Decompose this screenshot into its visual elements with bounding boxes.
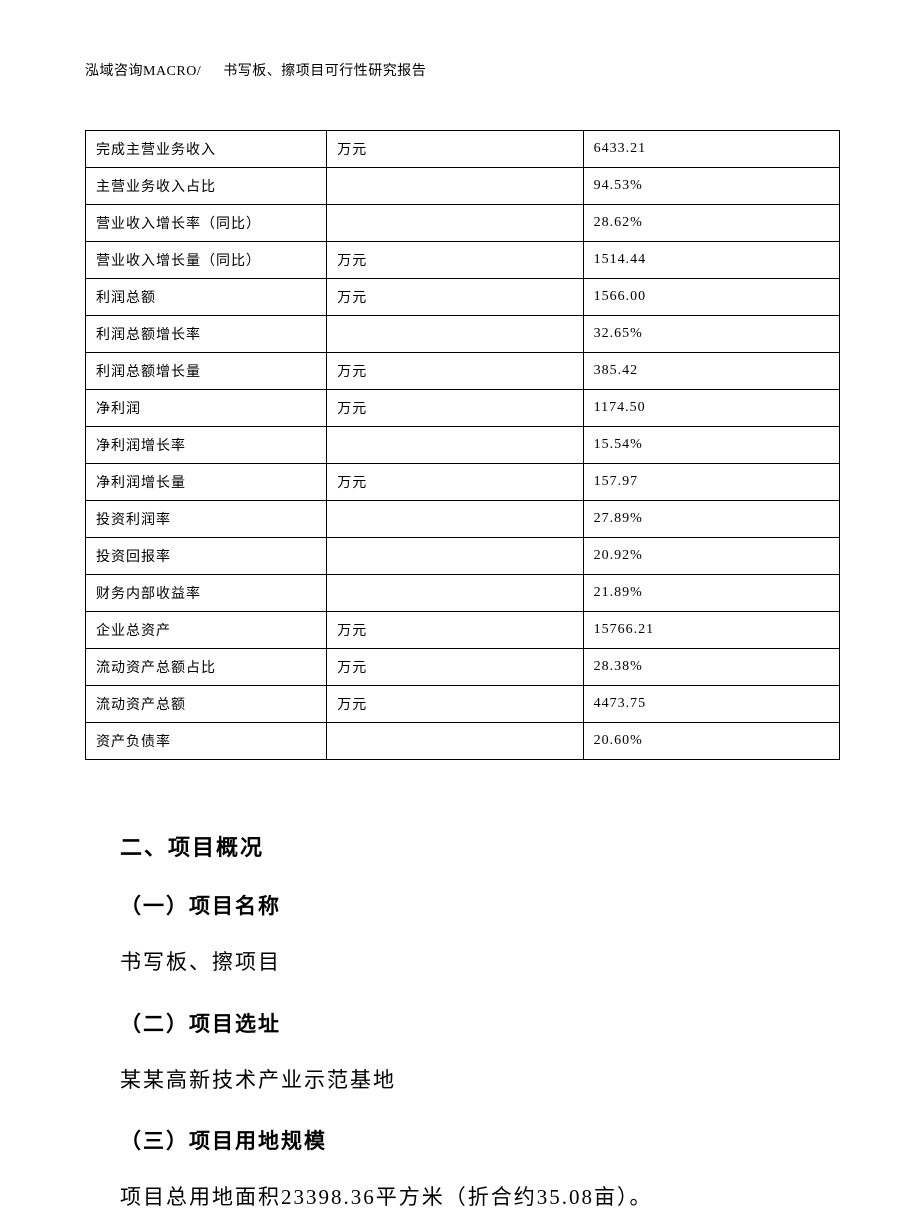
table-row: 流动资产总额 万元 4473.75 xyxy=(86,686,840,723)
table-cell xyxy=(327,205,583,242)
table-cell: 投资利润率 xyxy=(86,501,327,538)
table-row: 营业收入增长量（同比） 万元 1514.44 xyxy=(86,242,840,279)
table-cell: 万元 xyxy=(327,686,583,723)
table-cell xyxy=(327,427,583,464)
table-cell: 主营业务收入占比 xyxy=(86,168,327,205)
table-cell: 20.60% xyxy=(583,723,839,760)
table-cell: 利润总额增长量 xyxy=(86,353,327,390)
table-cell: 净利润增长量 xyxy=(86,464,327,501)
table-row: 资产负债率 20.60% xyxy=(86,723,840,760)
subsection-heading: （一）项目名称 xyxy=(120,890,840,920)
table-cell: 万元 xyxy=(327,649,583,686)
table-cell: 营业收入增长率（同比） xyxy=(86,205,327,242)
table-cell: 万元 xyxy=(327,131,583,168)
body-text: 书写板、擦项目 xyxy=(120,946,840,980)
table-cell: 完成主营业务收入 xyxy=(86,131,327,168)
header-left: 泓域咨询MACRO/ xyxy=(85,64,201,79)
table-row: 营业收入增长率（同比） 28.62% xyxy=(86,205,840,242)
subsection-heading: （二）项目选址 xyxy=(120,1008,840,1038)
table-cell: 万元 xyxy=(327,390,583,427)
table-cell: 投资回报率 xyxy=(86,538,327,575)
table-cell xyxy=(327,538,583,575)
table-cell: 4473.75 xyxy=(583,686,839,723)
table-row: 利润总额 万元 1566.00 xyxy=(86,279,840,316)
table-cell xyxy=(327,723,583,760)
table-cell: 15.54% xyxy=(583,427,839,464)
table-cell: 6433.21 xyxy=(583,131,839,168)
section-heading: 二、项目概况 xyxy=(120,830,840,862)
financial-table: 完成主营业务收入 万元 6433.21 主营业务收入占比 94.53% 营业收入… xyxy=(85,130,840,760)
table-cell: 万元 xyxy=(327,279,583,316)
subsection-heading: （三）项目用地规模 xyxy=(120,1125,840,1155)
body-text: 项目总用地面积23398.36平方米（折合约35.08亩）。 xyxy=(120,1181,840,1215)
table-cell: 万元 xyxy=(327,353,583,390)
table-cell: 15766.21 xyxy=(583,612,839,649)
table-row: 企业总资产 万元 15766.21 xyxy=(86,612,840,649)
table-cell: 21.89% xyxy=(583,575,839,612)
table-cell: 1566.00 xyxy=(583,279,839,316)
page-header: 泓域咨询MACRO/ 书写板、擦项目可行性研究报告 xyxy=(85,60,840,80)
table-cell: 净利润 xyxy=(86,390,327,427)
table-cell: 万元 xyxy=(327,242,583,279)
table-row: 投资回报率 20.92% xyxy=(86,538,840,575)
table-cell: 万元 xyxy=(327,464,583,501)
table-cell: 1514.44 xyxy=(583,242,839,279)
table-cell: 28.38% xyxy=(583,649,839,686)
table-cell: 157.97 xyxy=(583,464,839,501)
table-cell: 流动资产总额占比 xyxy=(86,649,327,686)
table-row: 流动资产总额占比 万元 28.38% xyxy=(86,649,840,686)
table-row: 利润总额增长量 万元 385.42 xyxy=(86,353,840,390)
table-cell: 385.42 xyxy=(583,353,839,390)
table-row: 财务内部收益率 21.89% xyxy=(86,575,840,612)
table-row: 主营业务收入占比 94.53% xyxy=(86,168,840,205)
table-cell: 94.53% xyxy=(583,168,839,205)
table-row: 投资利润率 27.89% xyxy=(86,501,840,538)
table-cell: 资产负债率 xyxy=(86,723,327,760)
table-cell xyxy=(327,316,583,353)
table-cell: 净利润增长率 xyxy=(86,427,327,464)
table-cell: 利润总额增长率 xyxy=(86,316,327,353)
table-cell: 20.92% xyxy=(583,538,839,575)
table-row: 净利润 万元 1174.50 xyxy=(86,390,840,427)
body-text: 某某高新技术产业示范基地 xyxy=(120,1064,840,1098)
table-cell: 27.89% xyxy=(583,501,839,538)
table-cell: 32.65% xyxy=(583,316,839,353)
table-row: 利润总额增长率 32.65% xyxy=(86,316,840,353)
content-section: 二、项目概况 （一）项目名称 书写板、擦项目 （二）项目选址 某某高新技术产业示… xyxy=(85,830,840,1215)
table-cell xyxy=(327,501,583,538)
table-row: 净利润增长率 15.54% xyxy=(86,427,840,464)
table-cell: 流动资产总额 xyxy=(86,686,327,723)
header-right: 书写板、擦项目可行性研究报告 xyxy=(223,64,426,79)
table-cell: 财务内部收益率 xyxy=(86,575,327,612)
table-cell xyxy=(327,575,583,612)
table-cell: 利润总额 xyxy=(86,279,327,316)
table-cell: 万元 xyxy=(327,612,583,649)
table-cell: 28.62% xyxy=(583,205,839,242)
table-cell: 1174.50 xyxy=(583,390,839,427)
table-row: 净利润增长量 万元 157.97 xyxy=(86,464,840,501)
table-cell: 企业总资产 xyxy=(86,612,327,649)
table-row: 完成主营业务收入 万元 6433.21 xyxy=(86,131,840,168)
table-cell xyxy=(327,168,583,205)
table-cell: 营业收入增长量（同比） xyxy=(86,242,327,279)
